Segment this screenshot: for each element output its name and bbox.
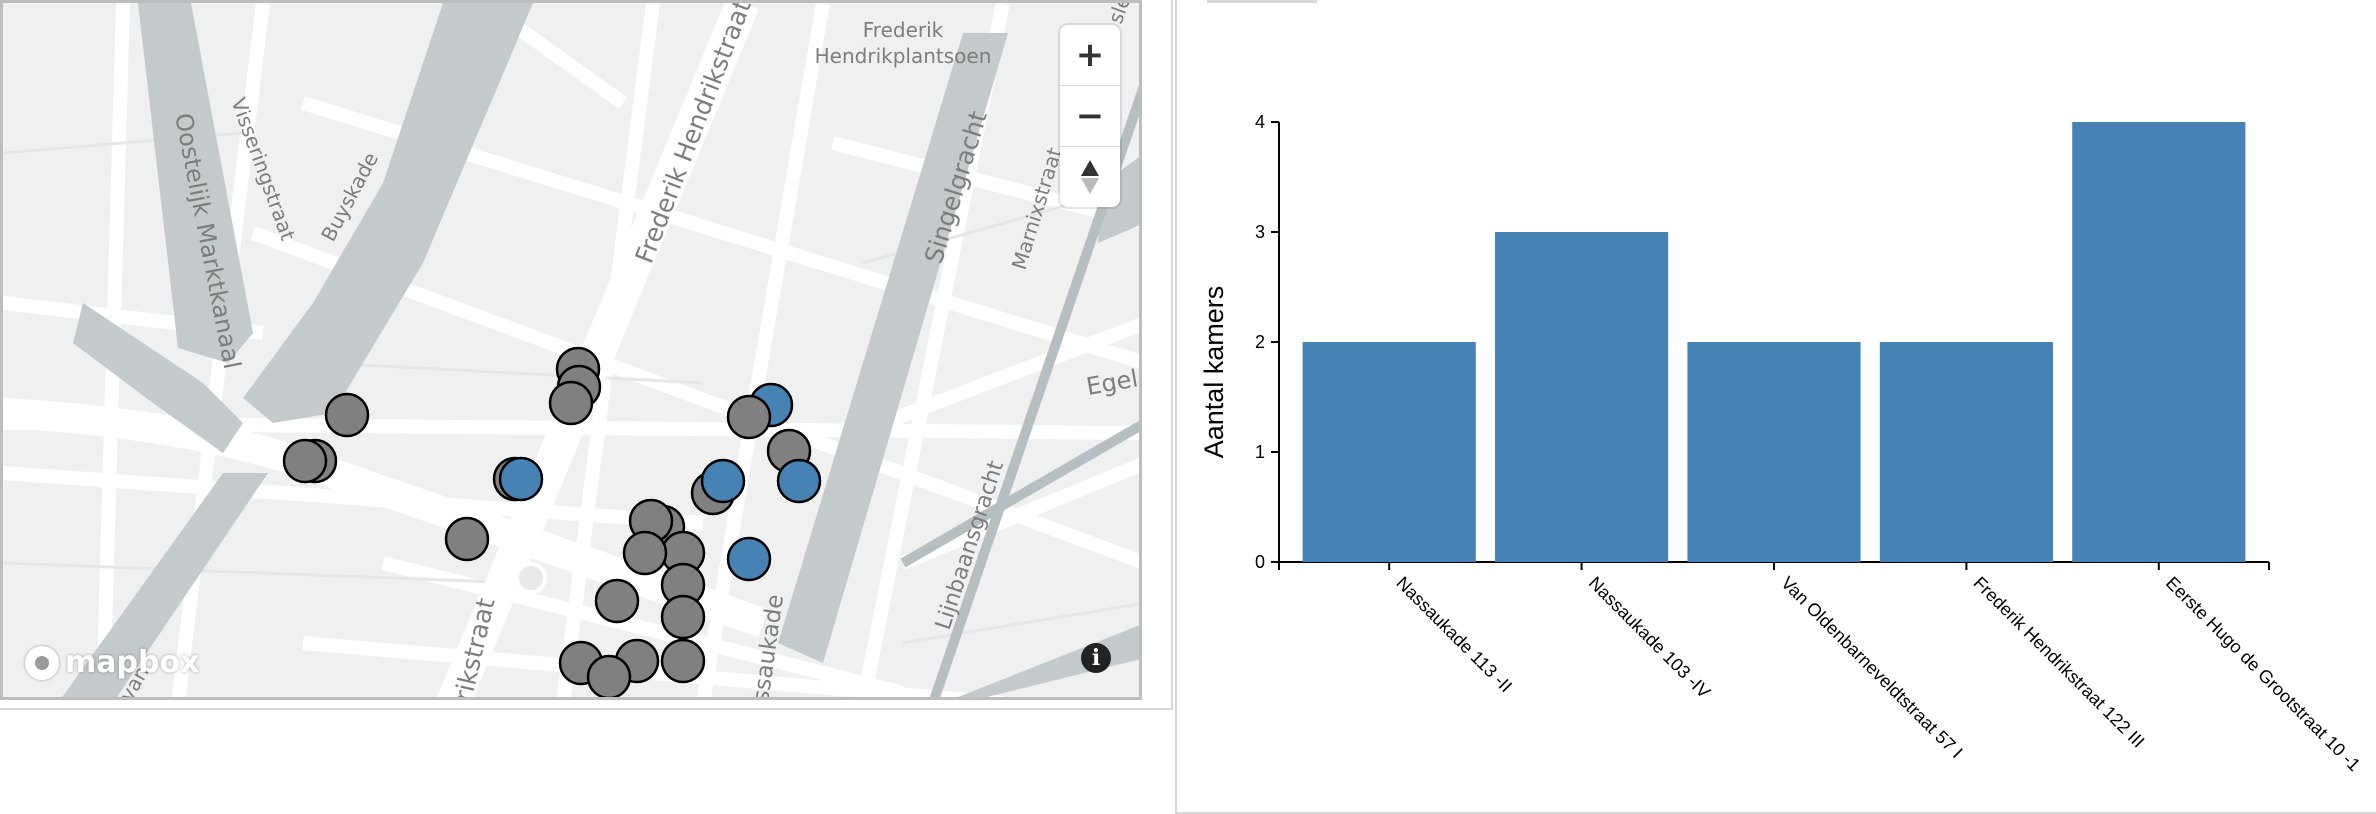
bar[interactable] xyxy=(1687,342,1861,562)
y-tick-label: 1 xyxy=(1255,442,1265,462)
label-frederik-hendrikplantsoen-2: Hendrikplantsoen xyxy=(815,44,992,68)
y-axis: 0 1 2 3 4 xyxy=(1255,112,1280,572)
attribution-info-button[interactable]: i xyxy=(1081,643,1111,673)
marker-gray[interactable] xyxy=(660,638,706,684)
water xyxy=(62,3,1139,697)
x-tick-label: Nassaukade 103 -IV xyxy=(1585,573,1714,702)
zoom-out-button[interactable]: − xyxy=(1060,86,1120,147)
mapbox-logo-icon xyxy=(25,645,59,680)
marker-blue[interactable] xyxy=(700,458,746,504)
marker-gray[interactable] xyxy=(548,380,594,426)
map-panel: Oostelijk Marktkanaal Visseringstraat Bu… xyxy=(0,0,1173,710)
marker-blue[interactable] xyxy=(726,536,772,582)
map-canvas[interactable]: Oostelijk Marktkanaal Visseringstraat Bu… xyxy=(3,3,1142,700)
marker-gray[interactable] xyxy=(444,516,490,562)
y-axis-label: Aantal kamers xyxy=(1199,286,1229,459)
x-tick-label: Eerste Hugo de Grootstraat 10 -1 xyxy=(2162,573,2364,775)
x-tick-label: Van Oldenbarneveldtstraat 57 I xyxy=(1777,573,1966,762)
zoom-in-button[interactable]: + xyxy=(1060,25,1120,86)
y-tick-label: 3 xyxy=(1255,222,1265,242)
bars xyxy=(1302,122,2246,562)
y-tick-label: 2 xyxy=(1255,332,1265,352)
panel-tab-divider xyxy=(1207,0,1317,3)
mapbox-logo[interactable]: mapbox xyxy=(25,645,199,680)
x-tick-label: Frederik Hendrikstraat 122 III xyxy=(1970,573,2149,752)
bar[interactable] xyxy=(1879,342,2053,562)
chart-panel: 0 1 2 3 4 Nassaukade 113 -II Nassaukade 103 -… xyxy=(1175,0,2376,814)
markers-layer xyxy=(282,346,822,698)
bar[interactable] xyxy=(1302,342,1476,562)
label-top-edge: sle xyxy=(1103,3,1135,27)
map-view[interactable]: Oostelijk Marktkanaal Visseringstraat Bu… xyxy=(0,0,1142,700)
marker-gray[interactable] xyxy=(622,530,668,576)
marker-gray[interactable] xyxy=(586,654,632,698)
marker-gray[interactable] xyxy=(324,392,370,438)
bar-chart: 0 1 2 3 4 Nassaukade 113 -II Nassaukade 103 -… xyxy=(1199,112,2364,775)
marker-gray[interactable] xyxy=(660,594,706,640)
label-frederik-hendrikplantsoen-1: Frederik xyxy=(863,18,944,42)
compass-north-icon xyxy=(1081,160,1099,176)
x-axis: Nassaukade 113 -II Nassaukade 103 -IV Van … xyxy=(1278,561,2364,775)
y-tick-label: 0 xyxy=(1255,552,1265,572)
marker-blue[interactable] xyxy=(776,458,822,504)
map-navigation-control: + − xyxy=(1060,25,1120,207)
y-tick-label: 4 xyxy=(1255,112,1265,132)
compass-button[interactable] xyxy=(1060,147,1120,207)
marker-blue[interactable] xyxy=(498,456,544,502)
marker-gray[interactable] xyxy=(282,438,328,484)
bar[interactable] xyxy=(1495,232,1669,562)
x-tick-label: Nassaukade 113 -II xyxy=(1392,573,1516,697)
marker-gray[interactable] xyxy=(726,394,772,440)
mapbox-logo-text: mapbox xyxy=(65,645,200,680)
compass-south-icon xyxy=(1081,178,1099,194)
bar[interactable] xyxy=(2072,122,2246,562)
marker-gray[interactable] xyxy=(594,578,640,624)
